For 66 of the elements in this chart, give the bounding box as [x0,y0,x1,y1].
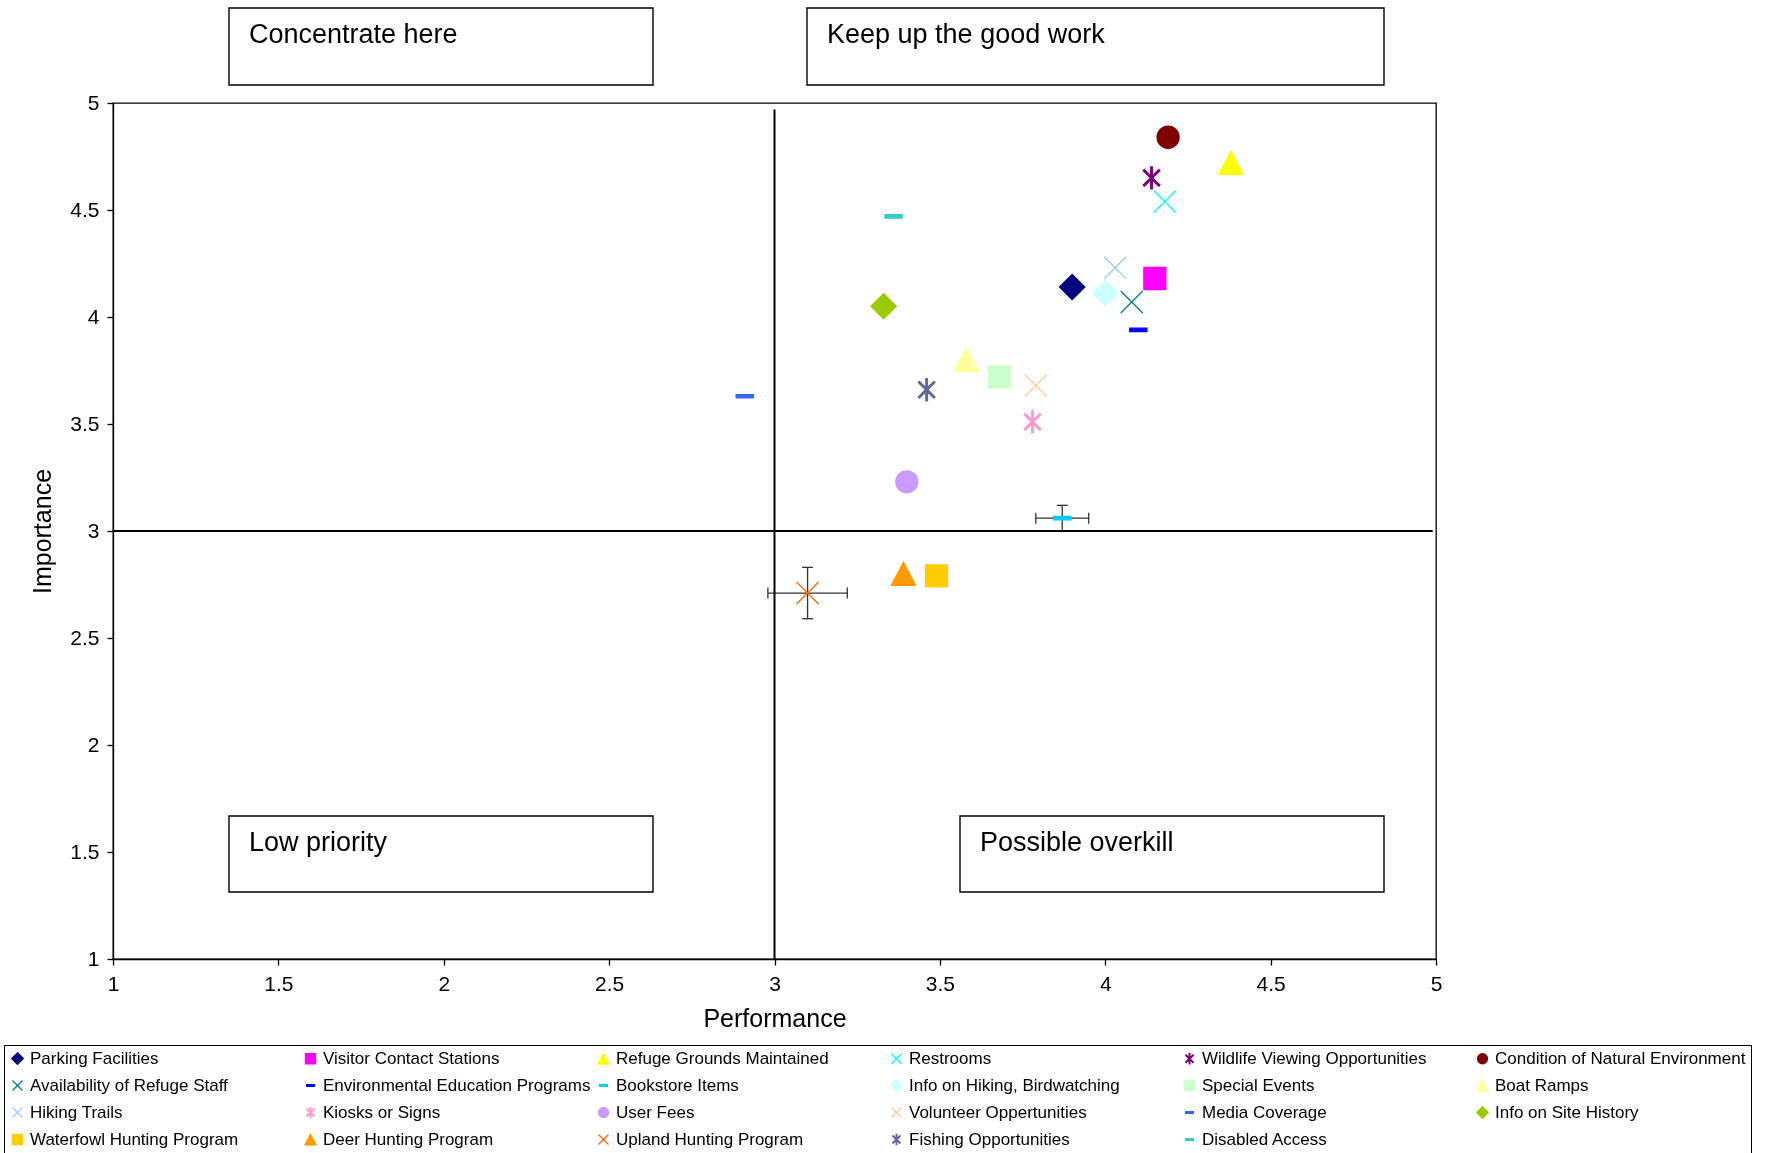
legend-label: Kiosks or Signs [323,1102,441,1122]
legend-label: Volunteer Oppertunities [909,1102,1087,1122]
y-tick-label: 1.5 [70,839,100,863]
legend-label: Visitor Contact Stations [323,1048,500,1068]
legend-label: Wildlife Viewing Opportunities [1202,1048,1427,1068]
legend-label: Parking Facilities [30,1048,159,1068]
text: Concentrate here [249,19,458,49]
legend-label: User Fees [616,1102,695,1122]
x-tick-label: 1.5 [264,971,294,995]
point [1103,256,1127,280]
point [1218,150,1244,176]
legend-label: Boat Ramps [1495,1075,1589,1095]
y-tick-label: 3.5 [70,411,100,435]
point [1142,166,1161,190]
point [917,378,936,402]
legend-label: Deer Hunting Program [323,1129,494,1149]
point [924,564,949,588]
y-tick-label: 4.5 [70,197,100,221]
y-tick-label: 1 [87,946,100,970]
point [1120,290,1144,314]
y-tick-label: 2 [87,732,100,756]
x-axis-title: Performance [703,1003,847,1032]
point [890,561,917,586]
point [1153,189,1177,214]
legend-label: Refuge Grounds Maintained [616,1048,829,1068]
text: Keep up the good work [827,19,1106,49]
point [1024,373,1048,398]
legend-label: Restrooms [909,1048,992,1068]
x-tick-label: 2 [438,971,451,995]
legend-label: Environmental Education Programs [323,1075,591,1095]
point [1058,273,1086,301]
y-tick-label: 5 [87,90,100,114]
legend-label: Waterfowl Hunting Program [30,1129,239,1149]
legend-label: Fishing Opportunities [909,1129,1070,1149]
legend-label: Bookstore Items [616,1075,739,1095]
y-axis-title: Importance [28,468,57,595]
legend-label: Info on Site History [1495,1102,1640,1122]
point [1091,280,1119,307]
x-tick-label: 4 [1099,971,1112,995]
x-tick-label: 5 [1430,971,1443,995]
x-tick-label: 3 [769,971,781,995]
legend-label: Hiking Trails [30,1102,123,1122]
legend-label: Disabled Access [1202,1129,1327,1149]
point [1156,125,1180,149]
x-tick-label: 1 [107,971,120,995]
legend-label: Info on Hiking, Birdwatching [909,1075,1120,1095]
annotation: Possible overkill [980,827,1174,857]
point [1143,266,1167,291]
x-tick-label: 4.5 [1256,971,1286,995]
point [953,347,980,372]
legend-label: Upland Hunting Program [616,1129,804,1149]
legend-label: Special Events [1202,1075,1315,1095]
y-tick-label: 4 [87,304,100,328]
point [870,293,897,320]
y-tick-label: 3 [87,518,100,542]
x-tick-label: 3.5 [925,971,955,995]
x-tick-label: 2.5 [595,971,625,995]
legend-label: Media Coverage [1202,1102,1327,1122]
annotation: Low priority [249,827,388,857]
point [895,470,919,494]
legend-label: Availability of Refuge Staff [30,1075,229,1095]
point [1023,410,1042,434]
y-tick-label: 2.5 [70,625,100,649]
point [987,365,1012,389]
point [795,581,820,605]
legend-label: Condition of Natural Environment [1495,1048,1746,1068]
